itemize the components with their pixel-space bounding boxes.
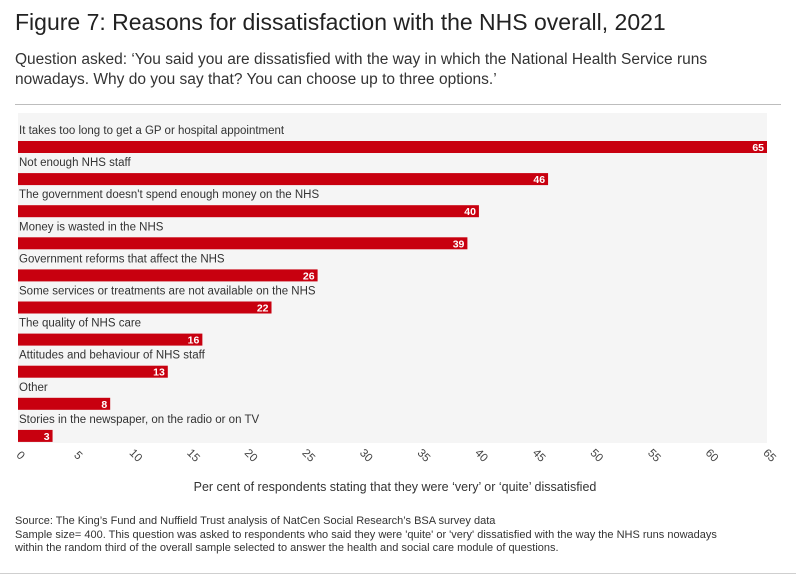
bar [18,237,468,250]
chart-subtitle: Question asked: ‘You said you are dissat… [15,50,775,90]
x-tick-label: 40 [472,447,490,465]
x-axis-label: Per cent of respondents stating that the… [194,480,597,494]
x-tick-label: 25 [299,447,317,465]
x-tick-label: 35 [415,447,433,465]
category-label: Government reforms that affect the NHS [19,253,225,265]
bar [18,333,203,346]
source-note: Source: The King’s Fund and Nuffield Tru… [15,515,496,527]
x-axis-ticks: 0 5 10 15 20 25 30 35 40 45 50 55 60 65 [14,447,778,465]
category-label: Stories in the newspaper, on the radio o… [19,414,259,426]
bar [18,269,318,282]
value-label: 16 [188,335,200,347]
x-tick-label: 15 [184,447,202,465]
value-label: 22 [257,303,269,315]
x-tick-label: 20 [242,447,260,465]
x-tick-label: 30 [357,447,375,465]
header-divider [15,104,781,105]
x-tick-label: 45 [530,447,548,465]
sample-note-line-2: within the random third of the overall s… [15,542,559,554]
bar [18,301,272,314]
x-tick-label: 0 [14,449,27,462]
x-tick-label: 5 [71,449,84,462]
category-label: Not enough NHS staff [19,157,131,169]
x-tick-label: 50 [588,447,606,465]
category-label: It takes too long to get a GP or hospita… [19,125,285,137]
x-tick-label: 55 [645,447,663,465]
value-label: 13 [153,367,165,379]
value-label: 26 [303,270,315,282]
subtitle-line-2: nowadays. Why do you say that? You can c… [15,71,497,88]
x-tick-label: 60 [703,447,721,465]
value-label: 46 [533,174,545,186]
x-tick-label: 65 [760,447,778,465]
category-label: The government doesn't spend enough mone… [19,189,319,201]
value-label: 8 [101,399,107,411]
chart-title: Figure 7: Reasons for dissatisfaction wi… [15,9,666,35]
value-label: 65 [752,142,764,154]
value-label: 39 [453,238,465,250]
category-label: Some services or treatments are not avai… [19,286,316,298]
bars-group: It takes too long to get a GP or hospita… [18,125,767,443]
bottom-divider [0,573,796,574]
chart-footer: Source: The King’s Fund and Nuffield Tru… [15,515,785,556]
bar [18,141,767,153]
subtitle-line-1: Question asked: ‘You said you are dissat… [15,51,708,68]
bar-chart: It takes too long to get a GP or hospita… [13,125,778,494]
category-label: Attitudes and behaviour of NHS staff [19,350,206,362]
sample-note-line-1: Sample size= 400. This question was aske… [15,528,717,541]
bar [18,205,479,218]
category-label: Other [19,382,48,394]
value-label: 3 [44,431,50,443]
bar [18,365,168,378]
bar [18,429,53,442]
value-label: 40 [464,206,476,218]
x-tick-label: 10 [127,447,145,465]
bar [18,173,549,186]
bar [18,397,111,410]
category-label: The quality of NHS care [19,318,141,330]
category-label: Money is wasted in the NHS [19,221,164,233]
